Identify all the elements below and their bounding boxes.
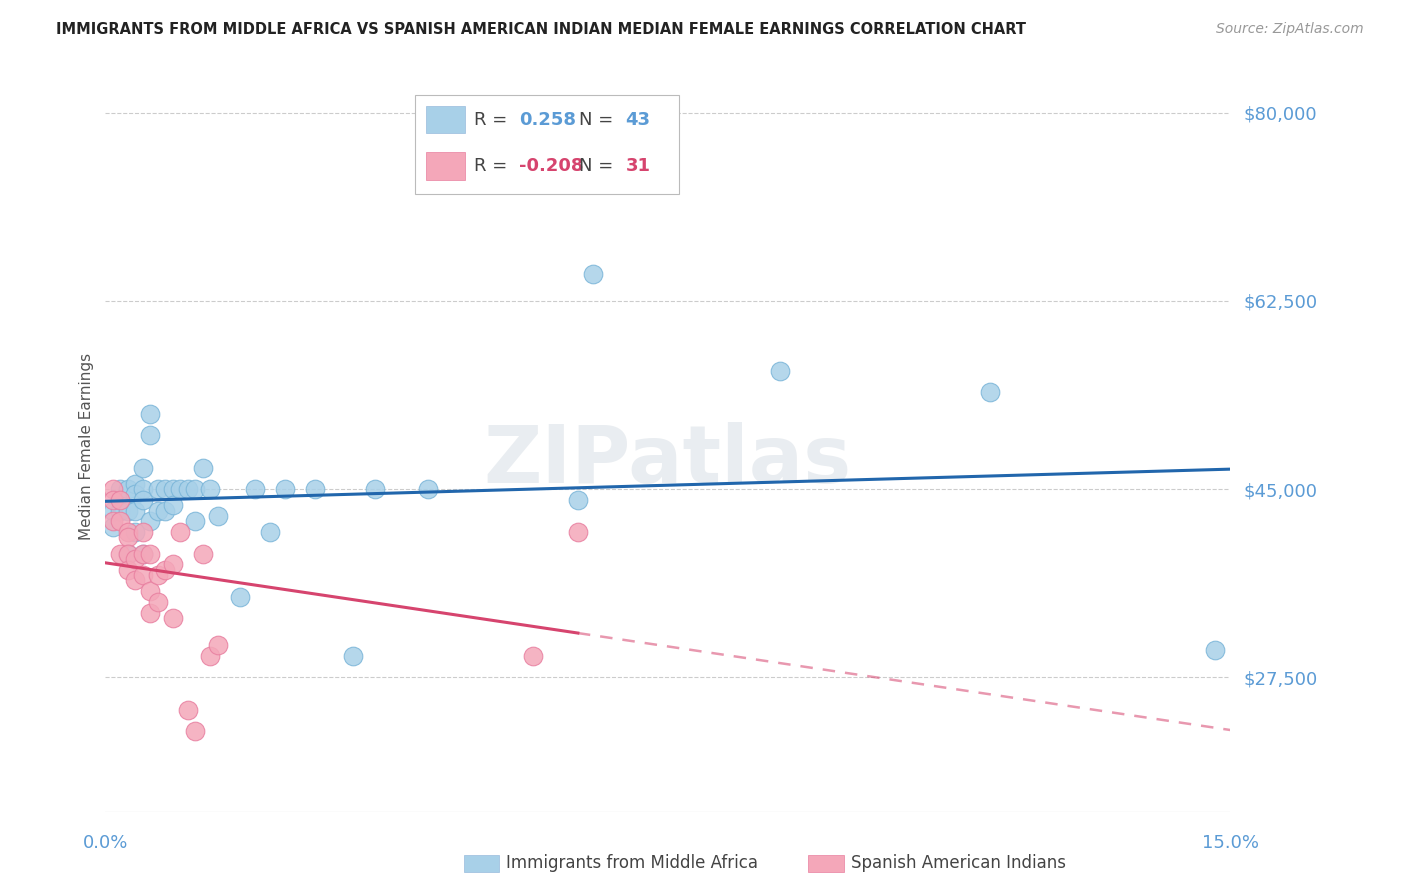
Point (110, 492, 132, 507)
Point (117, 563, 139, 577)
Point (184, 724, 207, 739)
Point (146, 482, 169, 496)
Text: N =: N = (579, 157, 619, 175)
Point (110, 482, 132, 496)
Point (132, 547, 155, 561)
Point (132, 492, 155, 507)
Point (124, 503, 146, 517)
Point (567, 524, 589, 539)
Point (117, 482, 139, 496)
Point (101, 482, 124, 496)
Text: 43: 43 (626, 111, 651, 128)
Point (117, 530, 139, 544)
Point (155, 503, 177, 517)
Text: Immigrants from Middle Africa: Immigrants from Middle Africa (506, 855, 758, 872)
Point (207, 508, 229, 523)
Point (177, 482, 200, 496)
Point (146, 595, 169, 609)
Point (567, 492, 589, 507)
Point (124, 524, 146, 539)
Point (124, 487, 146, 501)
Point (200, 648, 222, 663)
Text: ZIPatlas: ZIPatlas (484, 422, 852, 500)
Point (162, 498, 184, 512)
Point (245, 482, 267, 496)
Point (191, 460, 214, 475)
Point (146, 503, 169, 517)
Text: Spanish American Indians: Spanish American Indians (851, 855, 1066, 872)
Y-axis label: Median Female Earnings: Median Female Earnings (79, 352, 94, 540)
Point (101, 503, 124, 517)
Point (582, 267, 605, 281)
Point (117, 547, 139, 561)
Point (162, 482, 184, 496)
Point (304, 482, 326, 496)
Point (139, 547, 162, 561)
Point (132, 568, 155, 582)
Point (342, 648, 364, 663)
Point (274, 482, 297, 496)
Point (139, 428, 162, 442)
Point (155, 563, 177, 577)
Point (229, 590, 252, 604)
Point (110, 503, 132, 517)
Point (184, 482, 207, 496)
Point (155, 482, 177, 496)
Point (522, 648, 544, 663)
Point (177, 702, 200, 716)
Point (259, 524, 281, 539)
Point (139, 514, 162, 528)
Point (169, 482, 191, 496)
Point (132, 547, 155, 561)
Text: R =: R = (474, 157, 513, 175)
Point (979, 385, 1001, 400)
Point (146, 568, 169, 582)
Point (162, 558, 184, 572)
Point (139, 606, 162, 620)
Text: 0.0%: 0.0% (83, 834, 128, 852)
Point (207, 638, 229, 652)
Point (139, 407, 162, 421)
Point (117, 503, 139, 517)
Text: 15.0%: 15.0% (1202, 834, 1258, 852)
Text: IMMIGRANTS FROM MIDDLE AFRICA VS SPANISH AMERICAN INDIAN MEDIAN FEMALE EARNINGS : IMMIGRANTS FROM MIDDLE AFRICA VS SPANISH… (56, 22, 1026, 37)
Point (139, 584, 162, 599)
Point (101, 492, 124, 507)
Point (110, 547, 132, 561)
Point (110, 514, 132, 528)
Text: Source: ZipAtlas.com: Source: ZipAtlas.com (1216, 22, 1364, 37)
Point (101, 514, 124, 528)
Point (117, 547, 139, 561)
Point (769, 364, 792, 378)
Point (162, 611, 184, 625)
Point (184, 514, 207, 528)
Point (169, 524, 191, 539)
Text: 0.258: 0.258 (519, 111, 576, 128)
Text: N =: N = (579, 111, 619, 128)
Point (416, 482, 439, 496)
Point (132, 524, 155, 539)
Point (124, 574, 146, 588)
Text: 31: 31 (626, 157, 651, 175)
Text: -0.208: -0.208 (519, 157, 583, 175)
Text: R =: R = (474, 111, 513, 128)
Point (191, 547, 214, 561)
Point (124, 476, 146, 491)
Point (132, 460, 155, 475)
Point (1204, 643, 1226, 657)
Point (364, 482, 387, 496)
Point (200, 482, 222, 496)
Point (124, 552, 146, 566)
Point (101, 519, 124, 533)
Point (117, 524, 139, 539)
Point (132, 482, 155, 496)
